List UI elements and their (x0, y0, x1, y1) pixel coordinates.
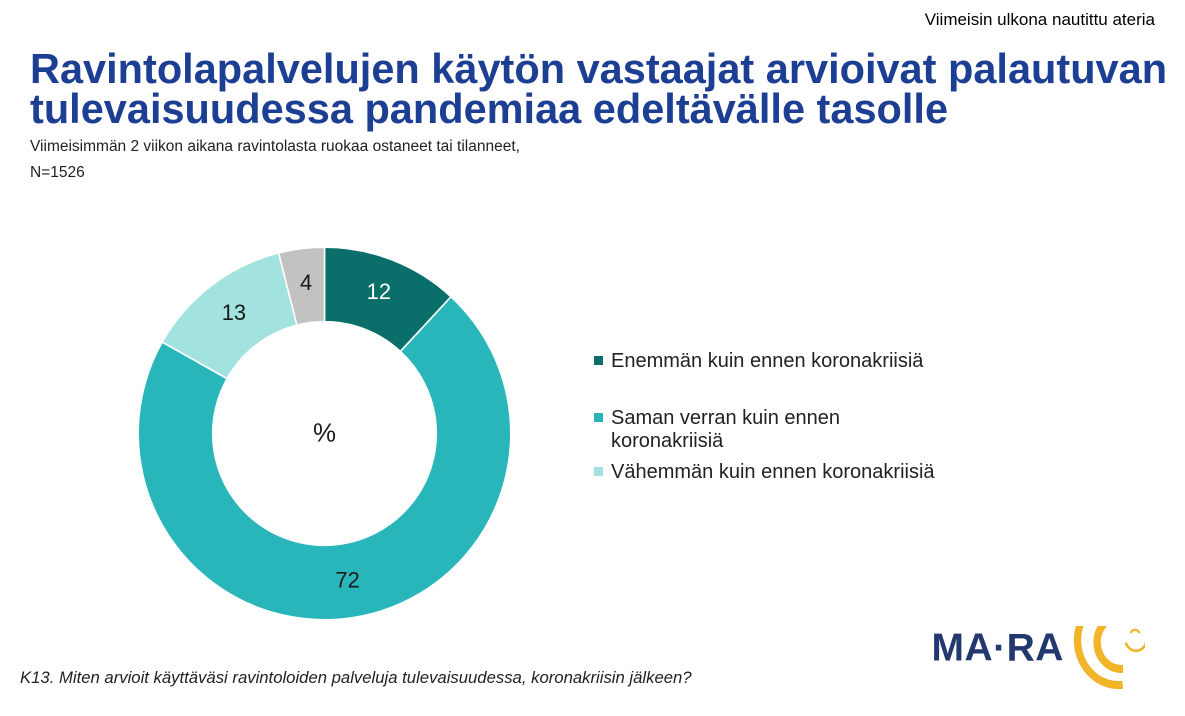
svg-text:72: 72 (335, 567, 359, 592)
svg-text:13: 13 (222, 300, 246, 325)
svg-text:4: 4 (300, 270, 312, 295)
svg-text:12: 12 (367, 279, 391, 304)
svg-text:MA·RA: MA·RA (932, 627, 1064, 670)
svg-text:%: % (313, 419, 336, 447)
